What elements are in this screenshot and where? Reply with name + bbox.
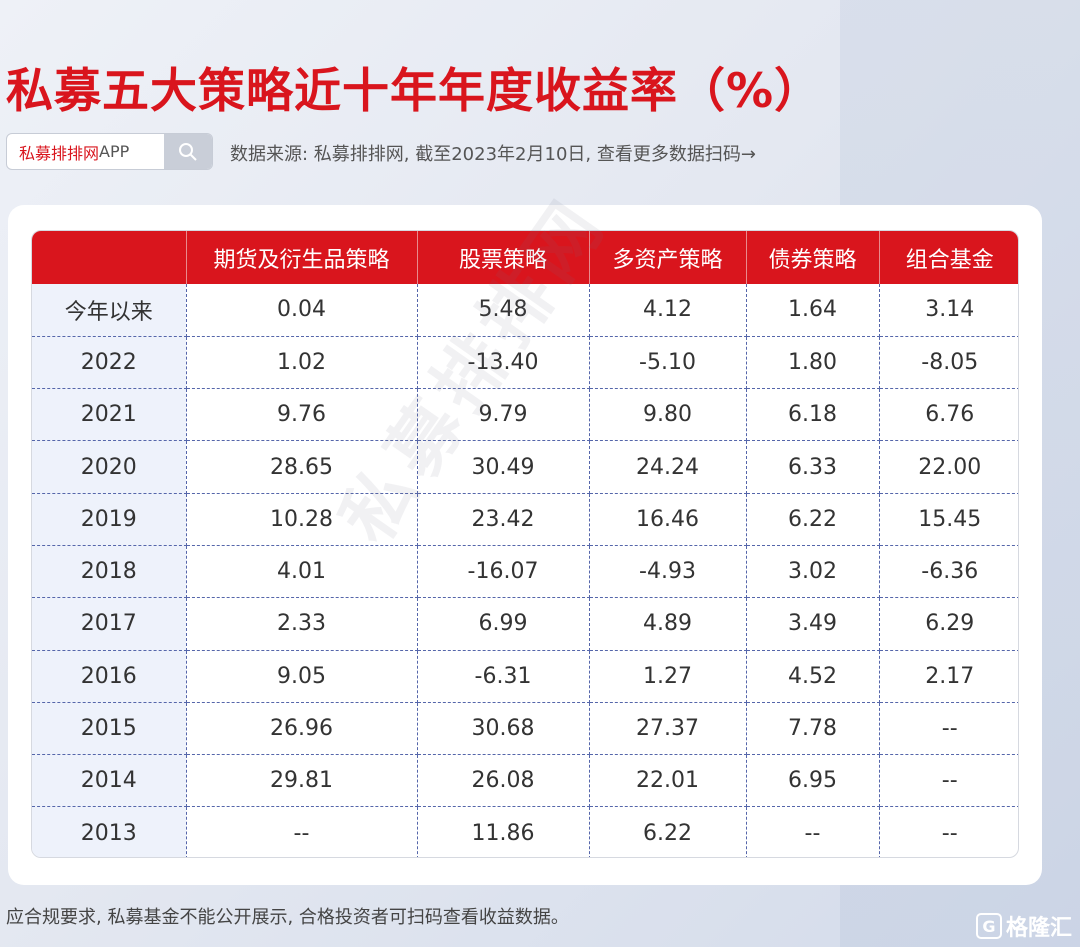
column-header: 组合基金 xyxy=(905,247,994,273)
table-row: 2018 4.01 -16.07 -4.93 3.02 -6.36 xyxy=(32,545,1018,599)
value-cell: 6.22 xyxy=(746,493,880,546)
value-cell: 3.14 xyxy=(879,284,1018,337)
search-button[interactable] xyxy=(164,134,212,169)
column-header: 债券策略 xyxy=(746,231,880,284)
value-cell: 9.80 xyxy=(589,388,747,442)
value-cell: 9.76 xyxy=(186,388,418,442)
value-cell: 16.46 xyxy=(589,493,747,546)
row-label-cell: 2020 xyxy=(32,440,187,494)
value-cell: 1.27 xyxy=(589,650,747,703)
returns-table: 期货及衍生品策略 股票策略 多资产策略 债券策略 组合基金 今年以来 0.04 5.48 4.… xyxy=(32,231,1018,857)
row-label-cell: 2019 xyxy=(32,493,187,546)
table-row: 2021 9.76 9.79 9.80 6.18 6.76 xyxy=(32,388,1018,442)
value-cell: 6.95 xyxy=(746,754,880,808)
value-cell: -16.07 xyxy=(417,545,590,599)
value-cell: 23.42 xyxy=(417,493,590,546)
data-source-text: 数据来源: 私募排排网, 截至2023年2月10日, 查看更多数据扫码→ xyxy=(230,144,756,165)
value-cell: 4.52 xyxy=(746,650,880,703)
page-title: 私募五大策略近十年年度收益率（%） xyxy=(6,64,823,119)
row-label-cell: 2018 xyxy=(32,545,187,599)
value-cell: -6.31 xyxy=(417,650,590,703)
search-box[interactable]: 私募排排网 APP xyxy=(6,133,213,170)
value-cell: 27.37 xyxy=(589,702,747,756)
value-cell: 22.01 xyxy=(589,754,747,808)
table-row: 2014 29.81 26.08 22.01 6.95 -- xyxy=(32,754,1018,808)
value-cell: 28.65 xyxy=(186,440,418,494)
value-cell: 29.81 xyxy=(186,754,418,808)
value-cell: 9.05 xyxy=(186,650,418,703)
value-cell: -6.36 xyxy=(879,545,1018,599)
column-header: 多资产策略 xyxy=(589,231,747,284)
value-cell: 2.33 xyxy=(186,597,418,651)
table-row: 2013 -- 11.86 6.22 -- -- xyxy=(32,806,1018,857)
column-header: 期货及衍生品策略 xyxy=(186,231,418,284)
returns-table-container: 期货及衍生品策略 股票策略 多资产策略 债券策略 组合基金 今年以来 0.04 5.48 4.… xyxy=(31,230,1019,858)
table-row: 2022 1.02 -13.40 -5.10 1.80 -8.05 xyxy=(32,336,1018,390)
value-cell: -- xyxy=(879,702,1018,756)
value-cell: -13.40 xyxy=(417,336,590,390)
value-cell: -5.10 xyxy=(589,336,747,390)
row-label-cell: 2016 xyxy=(32,650,187,703)
value-cell: 26.96 xyxy=(186,702,418,756)
value-cell: 3.02 xyxy=(746,545,880,599)
value-cell: 11.86 xyxy=(417,806,590,857)
row-label-cell: 2014 xyxy=(32,754,187,808)
table-body: 今年以来 0.04 5.48 4.12 1.64 3.14 2022 1.02 -13.40 -5… xyxy=(32,284,1018,857)
value-cell: 9.79 xyxy=(417,388,590,442)
column-header: 股票策略 xyxy=(417,231,590,284)
value-cell: 5.48 xyxy=(417,284,590,337)
table-header-row: 期货及衍生品策略 股票策略 多资产策略 债券策略 组合基金 xyxy=(32,231,1018,284)
logo-text: 格隆汇 xyxy=(1006,916,1073,941)
value-cell: 30.49 xyxy=(417,440,590,494)
value-cell: 15.45 xyxy=(879,493,1018,546)
value-cell: 3.49 xyxy=(746,597,880,651)
search-icon xyxy=(179,142,197,161)
row-label-cell: 今年以来 xyxy=(32,284,187,337)
value-cell: 1.64 xyxy=(746,284,880,337)
search-app-text: APP xyxy=(99,142,130,161)
value-cell: 0.04 xyxy=(186,284,418,337)
brand-logo: G 格隆汇 xyxy=(976,910,1072,942)
value-cell: 6.18 xyxy=(746,388,880,442)
value-cell: 4.89 xyxy=(589,597,747,651)
value-cell: -- xyxy=(186,806,418,857)
table-row: 2019 10.28 23.42 16.46 6.22 15.45 xyxy=(32,493,1018,546)
value-cell: 26.08 xyxy=(417,754,590,808)
value-cell: -- xyxy=(941,820,958,846)
table-row: 2017 2.33 6.99 4.89 3.49 6.29 xyxy=(32,597,1018,651)
search-input[interactable]: 私募排排网 APP xyxy=(7,134,164,169)
column-header xyxy=(32,231,187,284)
value-cell: 1.02 xyxy=(186,336,418,390)
value-cell: 6.22 xyxy=(589,806,747,857)
row-label-cell: 2022 xyxy=(32,336,187,390)
value-cell: 2.17 xyxy=(879,650,1018,703)
value-cell: 4.01 xyxy=(186,545,418,599)
table-row: 2016 9.05 -6.31 1.27 4.52 2.17 xyxy=(32,650,1018,703)
value-cell: -- xyxy=(746,806,880,857)
row-label-cell: 2021 xyxy=(32,388,187,442)
value-cell: 10.28 xyxy=(186,493,418,546)
value-cell: 6.33 xyxy=(746,440,880,494)
table-row: 2015 26.96 30.68 27.37 7.78 -- xyxy=(32,702,1018,756)
search-brand-text: 私募排排网 xyxy=(19,143,100,163)
value-cell: 30.68 xyxy=(417,702,590,756)
value-cell: 24.24 xyxy=(589,440,747,494)
row-label-cell: 2013 xyxy=(32,806,187,857)
value-cell: -4.93 xyxy=(589,545,747,599)
value-cell: -- xyxy=(879,754,1018,808)
value-cell: 22.00 xyxy=(879,440,1018,494)
table-row: 2020 28.65 30.49 24.24 6.33 22.00 xyxy=(32,440,1018,494)
value-cell: 6.76 xyxy=(879,388,1018,442)
value-cell: 6.29 xyxy=(879,597,1018,651)
footnote: 应合规要求, 私募基金不能公开展示, 合格投资者可扫码查看收益数据。 xyxy=(6,907,569,928)
value-cell: 6.99 xyxy=(417,597,590,651)
row-label-cell: 2017 xyxy=(32,597,187,651)
gelonghui-logo-icon: G xyxy=(976,913,1002,939)
value-cell: -8.05 xyxy=(879,336,1018,390)
value-cell: 7.78 xyxy=(746,702,880,756)
table-row: 今年以来 0.04 5.48 4.12 1.64 3.14 xyxy=(32,284,1018,337)
value-cell: 1.80 xyxy=(746,336,880,390)
row-label-cell: 2015 xyxy=(32,702,187,756)
value-cell: 4.12 xyxy=(589,284,747,337)
